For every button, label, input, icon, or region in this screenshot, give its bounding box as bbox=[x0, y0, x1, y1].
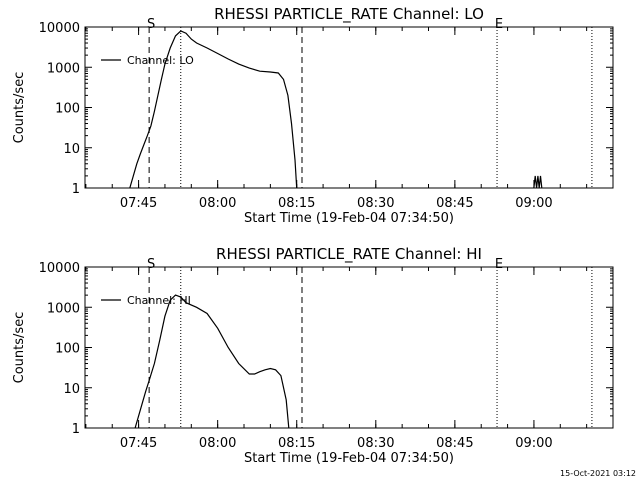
panel-2-title: RHESSI PARTICLE_RATE Channel: HI bbox=[216, 245, 482, 264]
panel-1-xtick-label: 08:45 bbox=[436, 196, 473, 211]
panel-1-xlabel: Start Time (19-Feb-04 07:34:50) bbox=[244, 211, 454, 226]
panel-2-ytick-label: 1000 bbox=[47, 301, 80, 316]
panel-1-ytick-label: 1 bbox=[72, 182, 80, 197]
panel-2-xlabel: Start Time (19-Feb-04 07:34:50) bbox=[244, 451, 454, 466]
panel-1-legend-label: Channel: LO bbox=[127, 54, 194, 67]
panel-2-ylabel: Counts/sec bbox=[12, 312, 27, 384]
panel-2-xtick-label: 08:30 bbox=[357, 436, 394, 451]
panel-1-series-2 bbox=[533, 175, 543, 188]
panel-2-series-1 bbox=[134, 294, 290, 428]
panel-2-xtick-label: 08:00 bbox=[199, 436, 236, 451]
panel-1-ytick-label: 10 bbox=[63, 142, 80, 157]
panel-2-xtick-label: 08:45 bbox=[436, 436, 473, 451]
panel-1-ytick-label: 10000 bbox=[39, 21, 80, 36]
footer-timestamp: 15-Oct-2021 03:12 bbox=[560, 469, 636, 478]
panel-2-frame bbox=[84, 266, 614, 429]
panel-2-ytick-label: 10000 bbox=[39, 261, 80, 276]
panel-1-frame bbox=[84, 26, 614, 189]
panel-2-legend-label: Channel: HI bbox=[127, 294, 191, 307]
panel-1-xtick-label: 09:00 bbox=[515, 196, 552, 211]
panel-1-xtick-label: 08:15 bbox=[278, 196, 315, 211]
panel-1-ytick-label: 100 bbox=[55, 102, 80, 117]
panel-1-xtick-label: 07:45 bbox=[120, 196, 157, 211]
panel-2-marker-label: S bbox=[147, 257, 155, 272]
panel-2-ytick-label: 10 bbox=[63, 382, 80, 397]
panel-1-marker-label: E bbox=[495, 17, 503, 32]
panel-2-ytick-label: 100 bbox=[55, 342, 80, 357]
panel-2-ytick-label: 1 bbox=[72, 422, 80, 437]
panel-1-xtick-label: 08:00 bbox=[199, 196, 236, 211]
panel-2-xtick-label: 07:45 bbox=[120, 436, 157, 451]
panel-1-ytick-label: 1000 bbox=[47, 61, 80, 76]
panel-1-series-1 bbox=[129, 30, 298, 188]
panel-1-marker-label: S bbox=[147, 17, 155, 32]
panel-1-title: RHESSI PARTICLE_RATE Channel: LO bbox=[214, 5, 484, 24]
panel-2-xtick-label: 09:00 bbox=[515, 436, 552, 451]
panel-2-xtick-label: 08:15 bbox=[278, 436, 315, 451]
panel-1-xtick-label: 08:30 bbox=[357, 196, 394, 211]
panel-2-marker-label: E bbox=[495, 257, 503, 272]
panel-1-ylabel: Counts/sec bbox=[12, 72, 27, 144]
